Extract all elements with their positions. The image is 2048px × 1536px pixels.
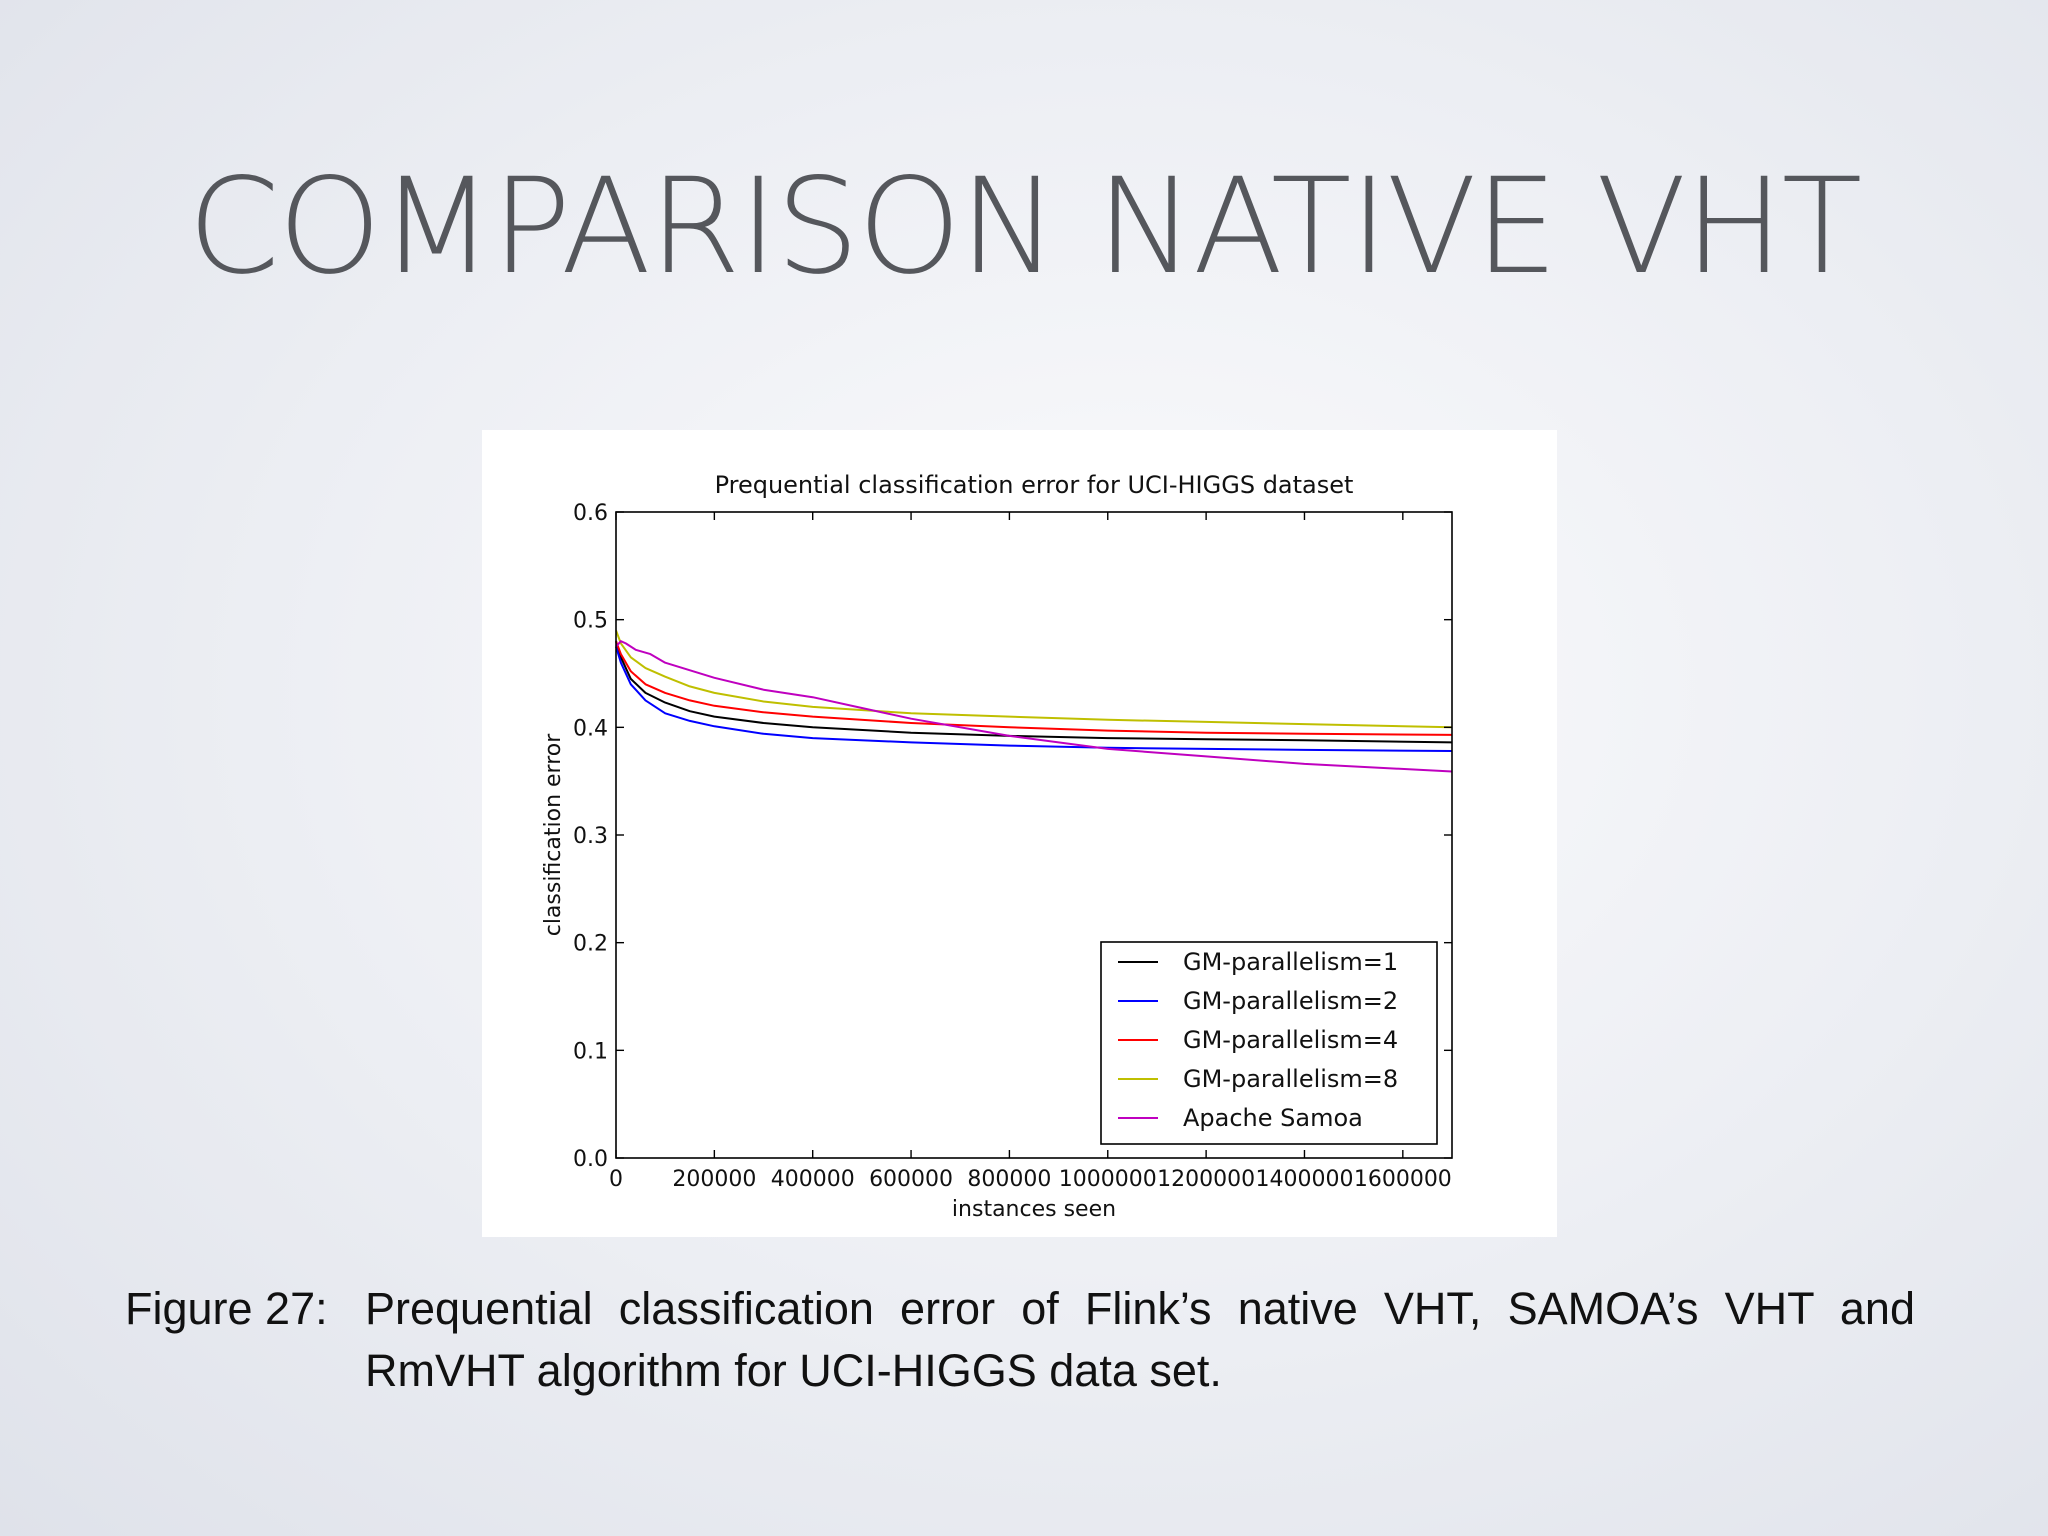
x-tick-label: 800000 bbox=[967, 1167, 1051, 1192]
chart-panel: Prequential classification error for UCI… bbox=[482, 430, 1557, 1237]
legend: GM-parallelism=1 GM-parallelism=2 GM-paral… bbox=[1100, 941, 1438, 1145]
line-chart: Prequential classification error for UCI… bbox=[541, 471, 1453, 1222]
x-tick-label: 400000 bbox=[771, 1167, 855, 1192]
plot-marks bbox=[615, 630, 1453, 773]
y-tick-label: 0.1 bbox=[573, 1039, 608, 1064]
caption-label: Figure 27: bbox=[125, 1283, 328, 1334]
y-tick-label: 0.4 bbox=[573, 716, 608, 741]
legend-label-5: Apache Samoa bbox=[1183, 1104, 1363, 1132]
y-axis-label: classification error bbox=[541, 733, 566, 937]
legend-label-3: GM-parallelism=4 bbox=[1183, 1026, 1398, 1054]
x-tick-label: 200000 bbox=[672, 1167, 756, 1192]
legend-box bbox=[1100, 941, 1438, 1145]
caption-text: Prequential classification error of Flin… bbox=[365, 1283, 1915, 1396]
x-tick-label: 1600000 bbox=[1354, 1167, 1452, 1192]
x-axis: 0 200000 400000 600000 800000 1000000 1200000 1… bbox=[609, 512, 1452, 1192]
legend-label-1: GM-parallelism=1 bbox=[1183, 948, 1398, 976]
series-line-1 bbox=[615, 640, 1453, 744]
y-tick-label: 0.0 bbox=[573, 1147, 608, 1172]
y-tick-label: 0.5 bbox=[573, 609, 608, 634]
x-tick-label: 0 bbox=[609, 1167, 623, 1192]
figure-caption: Figure 27: Prequential classification er… bbox=[125, 1278, 1915, 1402]
x-axis-label: instances seen bbox=[952, 1197, 1116, 1222]
slide-title: COMPARISON NATIVE VHT bbox=[187, 150, 1863, 304]
series-line-4 bbox=[615, 630, 1453, 729]
x-tick-label: 1400000 bbox=[1255, 1167, 1353, 1192]
x-tick-label: 600000 bbox=[869, 1167, 953, 1192]
chart-title: Prequential classification error for UCI… bbox=[715, 471, 1354, 499]
legend-label-4: GM-parallelism=8 bbox=[1183, 1065, 1398, 1093]
series-line-3 bbox=[615, 640, 1453, 736]
x-tick-label: 1200000 bbox=[1157, 1167, 1255, 1192]
y-tick-label: 0.3 bbox=[573, 824, 608, 849]
legend-label-2: GM-parallelism=2 bbox=[1183, 987, 1398, 1015]
y-tick-label: 0.6 bbox=[573, 501, 608, 526]
series-line-5 bbox=[615, 640, 1453, 773]
y-axis: 0.0 0.1 0.2 0.3 0.4 0.5 0.6 bbox=[573, 501, 1452, 1172]
x-tick-label: 1000000 bbox=[1059, 1167, 1157, 1192]
series-line-2 bbox=[615, 646, 1453, 752]
y-tick-label: 0.2 bbox=[573, 932, 608, 957]
